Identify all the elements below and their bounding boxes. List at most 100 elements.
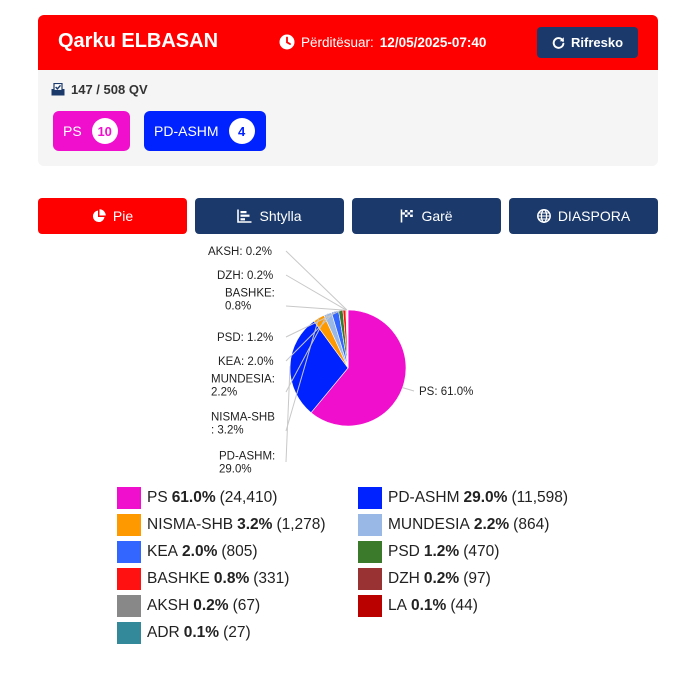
legend-swatch xyxy=(358,514,382,536)
legend-item-ps[interactable]: PS 61.0% (24,410) xyxy=(117,487,277,509)
tab-gare[interactable]: Garë xyxy=(352,198,501,234)
legend-votes: (864) xyxy=(513,516,550,533)
leader-line-dzh xyxy=(285,274,347,311)
legend-item-kea[interactable]: KEA 2.0% (805) xyxy=(117,541,258,563)
legend-votes: (470) xyxy=(463,543,500,560)
leader-line-aksh xyxy=(285,250,348,311)
slice-label-dzh: DZH: 0.2% xyxy=(217,270,273,282)
clock-icon xyxy=(279,34,295,50)
legend-percent: 0.2% xyxy=(423,570,460,587)
leader-line-kea xyxy=(285,311,336,362)
qv-value: 147 / 508 QV xyxy=(71,82,148,97)
legend-item-adr[interactable]: ADR 0.1% (27) xyxy=(117,622,251,644)
leader-line-psd xyxy=(285,310,341,338)
slice-label-nisma-shb: NISMA-SHB: 3.2% xyxy=(211,412,275,437)
legend-swatch xyxy=(117,514,141,536)
legend-percent: 0.8% xyxy=(213,570,250,587)
pie-slice-mundesia xyxy=(323,312,349,369)
ballot-box-icon xyxy=(51,83,65,96)
legend-votes: (331) xyxy=(253,570,290,587)
legend-swatch xyxy=(117,541,141,563)
legend-name: BASHKE xyxy=(147,570,210,587)
slice-label-psd: PSD: 1.2% xyxy=(217,332,273,344)
legend-percent: 2.0% xyxy=(182,543,218,560)
legend-name: PS xyxy=(147,489,168,506)
slice-label-kea: KEA: 2.0% xyxy=(218,356,274,368)
slice-label-aksh: AKSH: 0.2% xyxy=(208,246,272,258)
legend-votes: (27) xyxy=(223,624,251,641)
pie-chart-icon xyxy=(92,209,106,223)
slice-label-ps: PS: 61.0% xyxy=(419,386,473,398)
legend-item-la[interactable]: LA 0.1% (44) xyxy=(358,595,478,617)
leader-line-bashke xyxy=(285,305,345,311)
legend-item-aksh[interactable]: AKSH 0.2% (67) xyxy=(117,595,260,617)
legend-name: PSD xyxy=(388,543,420,560)
pie-slice-nisma-shb xyxy=(313,314,349,369)
updated-value: 12/05/2025-07:40 xyxy=(379,34,487,50)
legend-swatch xyxy=(358,541,382,563)
party-badge-label: PS xyxy=(63,123,82,139)
legend-percent: 0.2% xyxy=(193,597,229,614)
party-badge-pd-ashm[interactable]: PD-ASHM 4 xyxy=(144,111,266,151)
tab-diaspora[interactable]: DIASPORA xyxy=(509,198,658,234)
legend-item-mundesia[interactable]: MUNDESIA 2.2% (864) xyxy=(358,514,549,536)
legend-item-pd-ashm[interactable]: PD-ASHM 29.0% (11,598) xyxy=(358,487,568,509)
legend-name: AKSH xyxy=(147,597,190,614)
legend-percent: 2.2% xyxy=(473,516,510,533)
legend-item-bashke[interactable]: BASHKE 0.8% (331) xyxy=(117,568,289,590)
party-badge-label: PD-ASHM xyxy=(154,123,219,139)
legend-name: MUNDESIA xyxy=(388,516,470,533)
tab-label: Garë xyxy=(421,208,453,224)
party-badge-ps[interactable]: PS 10 xyxy=(53,111,130,151)
legend-name: DZH xyxy=(388,570,420,587)
legend-percent: 61.0% xyxy=(171,489,216,506)
pie-slice-la xyxy=(346,309,349,369)
legend-name: ADR xyxy=(147,624,180,641)
legend-item-nisma-shb[interactable]: NISMA-SHB 3.2% (1,278) xyxy=(117,514,326,536)
leader-line-ps xyxy=(402,387,415,392)
pie-slice-ps xyxy=(310,309,407,427)
legend-swatch xyxy=(358,595,382,617)
pie-slice-bashke xyxy=(342,309,349,369)
legend-percent: 0.1% xyxy=(410,597,447,614)
last-updated: Përditësuar: 12/05/2025-07:40 xyxy=(279,34,486,50)
legend-percent: 0.1% xyxy=(183,624,220,641)
legend-name: LA xyxy=(388,597,407,614)
region-title: Qarku ELBASAN xyxy=(58,30,219,52)
legend-swatch xyxy=(117,568,141,590)
legend-votes: (1,278) xyxy=(276,516,326,533)
pie-slice-dzh xyxy=(345,309,349,369)
legend-item-psd[interactable]: PSD 1.2% (470) xyxy=(358,541,499,563)
legend-percent: 3.2% xyxy=(237,516,273,533)
legend-name: PD-ASHM xyxy=(388,489,460,506)
legend-percent: 1.2% xyxy=(423,543,460,560)
legend-votes: (11,598) xyxy=(511,489,569,506)
legend-swatch xyxy=(358,487,382,509)
globe-icon xyxy=(536,209,551,223)
polling-stations-count: 147 / 508 QV xyxy=(51,82,148,97)
party-badge-count: 10 xyxy=(91,118,118,144)
legend-item-dzh[interactable]: DZH 0.2% (97) xyxy=(358,568,491,590)
party-badge-count: 4 xyxy=(228,118,255,144)
refresh-button[interactable]: Rifresko xyxy=(537,27,638,58)
legend-swatch xyxy=(117,595,141,617)
bar-chart-icon xyxy=(237,209,252,223)
tab-shtylla[interactable]: Shtylla xyxy=(195,198,344,234)
legend-votes: (44) xyxy=(450,597,478,614)
legend-votes: (24,410) xyxy=(219,489,278,506)
leader-line-nisma-shb xyxy=(285,317,320,432)
legend-name: NISMA-SHB xyxy=(147,516,234,533)
pie-slice-kea xyxy=(331,310,349,369)
refresh-label: Rifresko xyxy=(570,35,624,50)
pie-slice-pd-ashm xyxy=(289,320,349,414)
legend-swatch xyxy=(358,568,382,590)
tab-label: DIASPORA xyxy=(557,208,631,224)
pie-slice-aksh xyxy=(346,309,349,369)
refresh-icon xyxy=(552,37,565,49)
leader-line-mundesia xyxy=(285,313,329,393)
region-header: Qarku ELBASAN Përditësuar: 12/05/2025-07… xyxy=(38,15,658,70)
leader-line-pd-ashm xyxy=(285,366,291,463)
legend-swatch xyxy=(117,622,141,644)
legend-votes: (67) xyxy=(232,597,261,614)
tab-pie[interactable]: Pie xyxy=(38,198,187,234)
